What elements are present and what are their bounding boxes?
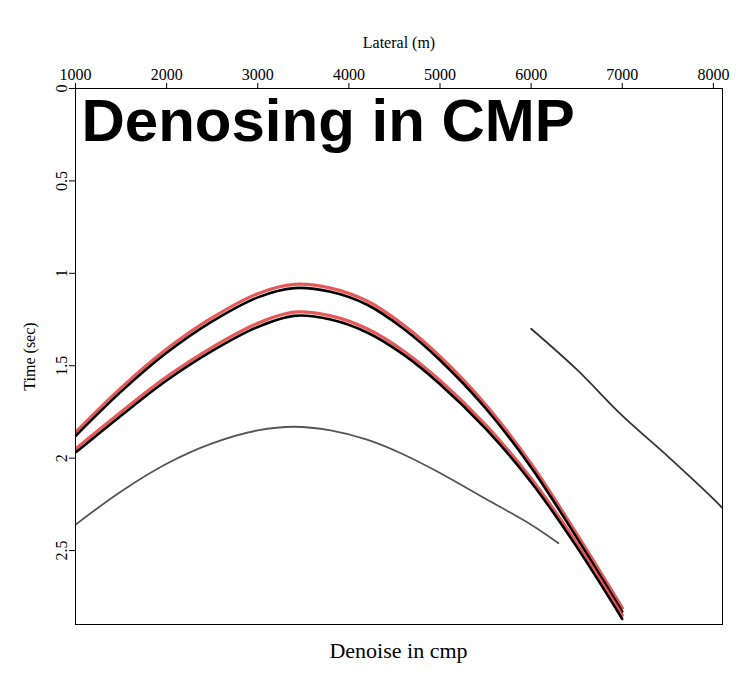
svg-text:1000: 1000 xyxy=(60,66,92,83)
svg-text:1.5: 1.5 xyxy=(53,356,70,376)
svg-text:2000: 2000 xyxy=(151,66,183,83)
svg-text:6000: 6000 xyxy=(515,66,547,83)
svg-text:7000: 7000 xyxy=(606,66,638,83)
svg-text:8000: 8000 xyxy=(697,66,729,83)
svg-text:Time (sec): Time (sec) xyxy=(21,322,39,390)
svg-text:0: 0 xyxy=(53,85,70,93)
svg-text:0.5: 0.5 xyxy=(53,171,70,191)
svg-text:2: 2 xyxy=(53,454,70,462)
html-text:Denoise in cmp: Denoise in cmp xyxy=(329,638,468,663)
svg-text:4000: 4000 xyxy=(333,66,365,83)
svg-text:Lateral (m): Lateral (m) xyxy=(363,34,435,52)
svg-text:3000: 3000 xyxy=(242,66,274,83)
svg-text:5000: 5000 xyxy=(424,66,456,83)
svg-text:Denosing in CMP: Denosing in CMP xyxy=(82,87,575,154)
svg-text:1: 1 xyxy=(53,269,70,277)
svg-text:2.5: 2.5 xyxy=(53,541,70,561)
